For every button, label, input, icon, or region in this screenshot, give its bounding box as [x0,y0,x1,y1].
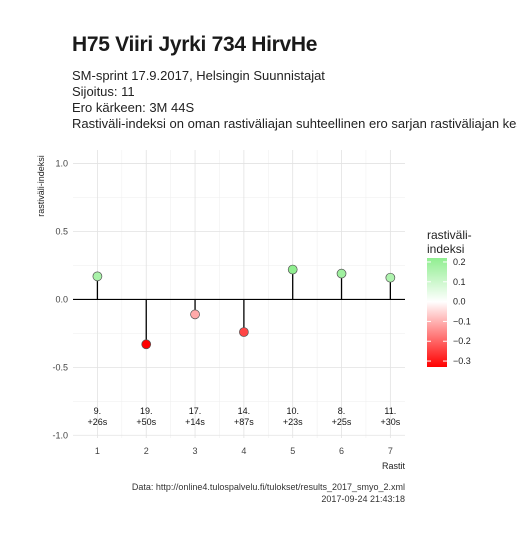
point-rank-label: 14. [238,406,251,416]
data-point [336,268,347,279]
x-tick-label: 7 [388,446,393,456]
data-point [141,339,152,350]
subtitle-gap-to-leader: Ero kärkeen: 3M 44S [72,100,195,115]
point-rank-label: 10. [286,406,299,416]
legend-tick-label: 0.0 [453,297,466,307]
point-gap-label: +23s [283,417,303,427]
caption-source: Data: http://online4.tulospalvelu.fi/tul… [131,482,405,492]
x-tick-label: 3 [193,446,198,456]
legend-tick-label: −0.3 [453,356,471,366]
point-gap-label: +26s [88,417,108,427]
x-axis-label: Rastit [382,461,406,471]
y-tick-label: 1.0 [55,159,68,169]
legend-tick-label: −0.2 [453,336,471,346]
point-rank-label: 11. [384,406,396,416]
legend-title-line2: indeksi [427,242,464,256]
legend-colorbar [427,258,447,367]
legend-tick-label: 0.1 [453,277,466,287]
subtitle-description: Rastiväli-indeksi on oman rastiväliajan … [72,116,517,131]
subtitle-event: SM-sprint 17.9.2017, Helsingin Suunnista… [72,68,325,83]
y-axis-label: rastiväli-indeksi [36,155,46,217]
point-rank-label: 9. [94,406,102,416]
point-gap-label: +25s [332,417,352,427]
x-tick-label: 2 [144,446,149,456]
x-tick-label: 1 [95,446,100,456]
data-point [190,309,200,320]
data-point [92,271,103,282]
y-tick-label: 0.0 [55,294,68,304]
data-point [385,272,396,283]
point-rank-label: 17. [189,406,202,416]
point-rank-label: 19. [140,406,153,416]
data-point [287,264,298,275]
y-tick-label: -0.5 [52,362,68,372]
chart-title: H75 Viiri Jyrki 734 HirvHe [72,33,318,56]
subtitle-placement: Sijoitus: 11 [72,84,135,99]
caption-timestamp: 2017-09-24 21:43:18 [321,494,405,504]
y-tick-label: -1.0 [52,430,68,440]
x-tick-label: 4 [241,446,246,456]
point-gap-label: +30s [380,417,400,427]
point-gap-label: +50s [136,417,156,427]
data-point [239,327,249,337]
x-tick-label: 5 [290,446,295,456]
point-rank-label: 8. [338,406,346,416]
point-gap-label: +87s [234,417,254,427]
legend-tick-label: 0.2 [453,257,466,267]
point-gap-label: +14s [185,417,205,427]
x-tick-label: 6 [339,446,344,456]
legend-title-line1: rastiväli- [427,228,472,242]
legend-tick-label: −0.1 [453,316,471,326]
y-tick-label: 0.5 [55,227,68,237]
